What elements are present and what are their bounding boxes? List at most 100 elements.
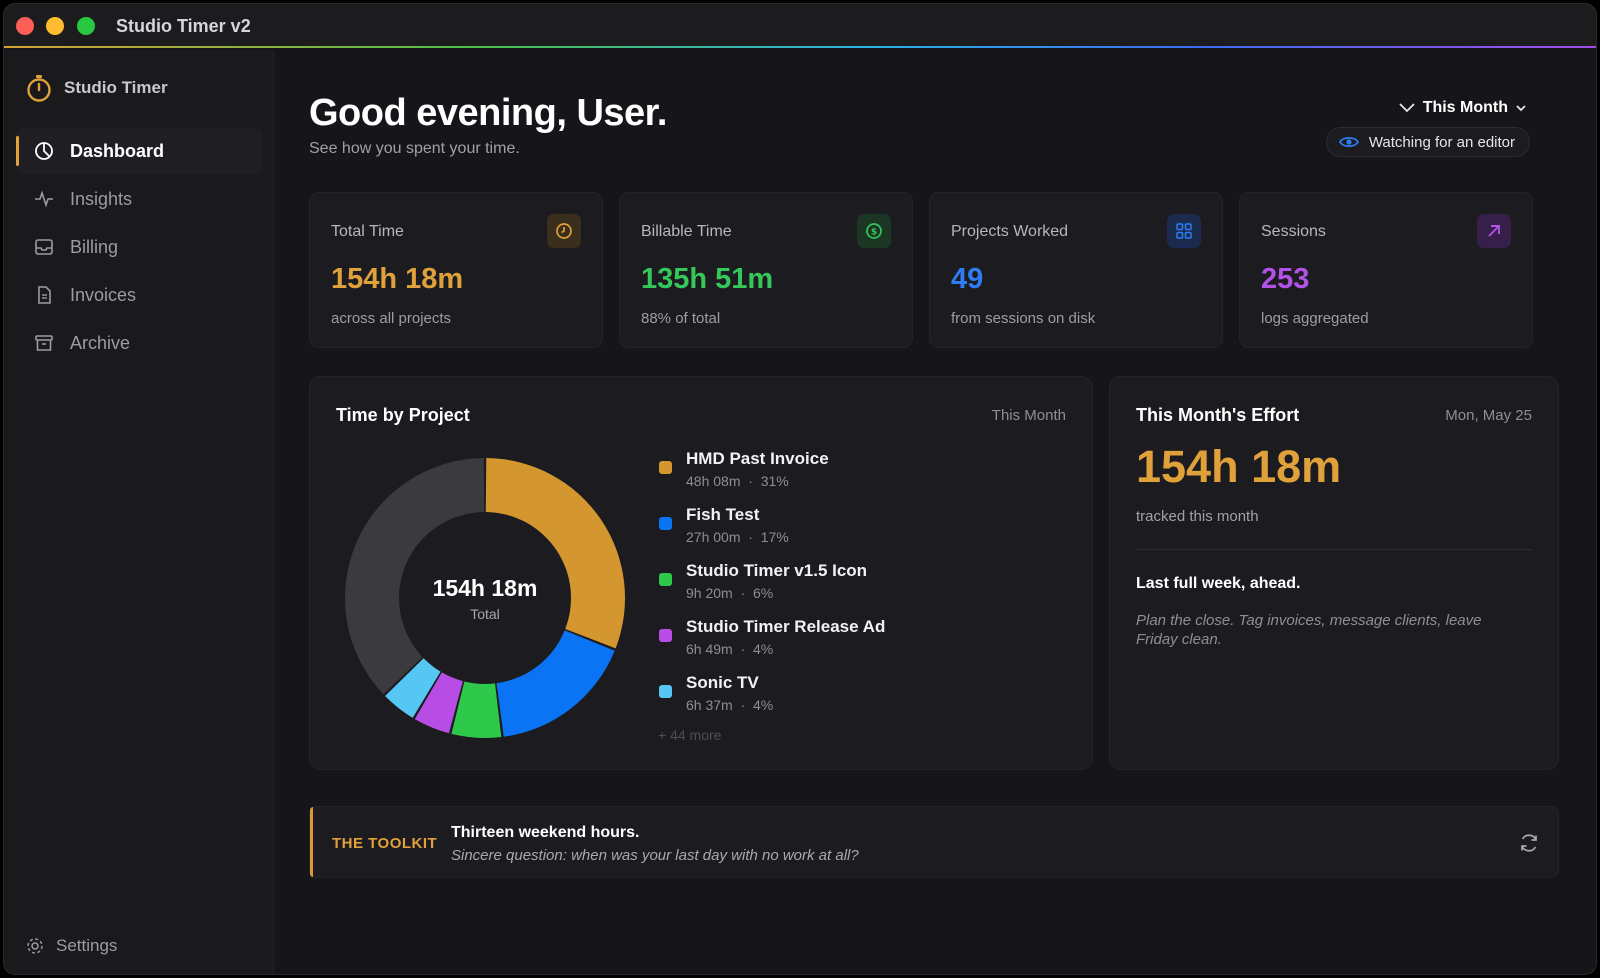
- donut-total-value: 154h 18m: [432, 574, 538, 601]
- donut-total-label: Total: [470, 605, 500, 622]
- legend-project-detail: 9h 20m · 6%: [686, 585, 774, 601]
- toolkit-text: Sincere question: when was your last day…: [451, 847, 859, 864]
- legend-project-detail: 27h 00m · 17%: [686, 529, 789, 545]
- panel-period: This Month: [991, 407, 1066, 424]
- donut-segment-other[interactable]: [345, 458, 485, 695]
- stat-card-sessions: Sessions 253 logs aggregated: [1239, 192, 1533, 348]
- settings-label: Settings: [56, 936, 118, 955]
- legend-swatch: [659, 461, 672, 474]
- legend-item[interactable]: Studio Timer Release Ad 6h 49m · 4%: [658, 615, 1058, 671]
- stat-label: Projects Worked: [951, 223, 1069, 240]
- sidebar-item-label: Insights: [70, 188, 133, 209]
- stopwatch-icon: [27, 75, 51, 102]
- legend-swatch: [659, 685, 672, 698]
- donut-segment-5[interactable]: [385, 658, 441, 718]
- stat-value: 135h 51m: [641, 263, 774, 295]
- legend-swatch: [659, 573, 672, 586]
- stat-caption: logs aggregated: [1261, 310, 1369, 327]
- time-by-project-panel: Time by Project This Month 154h 18m Tota…: [309, 376, 1093, 770]
- effort-caption: tracked this month: [1136, 508, 1259, 525]
- stat-caption: from sessions on disk: [951, 310, 1096, 327]
- activity-icon: [35, 190, 53, 208]
- stat-value: 253: [1261, 263, 1310, 295]
- sidebar-item-billing[interactable]: Billing: [16, 224, 262, 270]
- stat-caption: 88% of total: [641, 310, 721, 327]
- window-title: Studio Timer v2: [116, 16, 251, 36]
- legend-item[interactable]: Fish Test 27h 00m · 17%: [658, 503, 1058, 559]
- legend-item[interactable]: Studio Timer v1.5 Icon 9h 20m · 6%: [658, 559, 1058, 615]
- gear-icon: [27, 938, 43, 954]
- legend-project-name: Sonic TV: [686, 673, 759, 692]
- period-label: This Month: [1422, 99, 1508, 116]
- page-subtitle: See how you spent your time.: [309, 140, 520, 157]
- close-window-button[interactable]: [16, 17, 34, 35]
- divider: [1136, 549, 1532, 550]
- legend-item[interactable]: HMD Past Invoice 48h 08m · 31%: [658, 447, 1058, 503]
- legend-project-detail: 48h 08m · 31%: [686, 473, 789, 489]
- stat-label: Total Time: [331, 223, 404, 240]
- chevron-down-icon: [1399, 103, 1415, 113]
- sidebar-item-label: Dashboard: [70, 140, 165, 161]
- more-projects-link[interactable]: + 44 more: [658, 727, 722, 743]
- legend-swatch: [659, 629, 672, 642]
- period-selector[interactable]: This Month: [1399, 99, 1526, 117]
- sidebar-item-label: Billing: [70, 236, 119, 257]
- legend-item[interactable]: Sonic TV 6h 37m · 4%: [658, 671, 1058, 727]
- app-window: Studio Timer v2 Studio Timer Dashboard: [3, 3, 1597, 975]
- clock-icon: [547, 214, 581, 248]
- minimize-window-button[interactable]: [46, 17, 64, 35]
- sidebar-nav: Dashboard Insights Billing: [16, 128, 262, 368]
- main-content: Good evening, User. See how you spent yo…: [274, 50, 1596, 974]
- sidebar-item-invoices[interactable]: Invoices: [16, 272, 262, 318]
- effort-note: Plan the close. Tag invoices, message cl…: [1136, 612, 1482, 648]
- legend-project-name: Fish Test: [686, 505, 760, 524]
- donut-segment-4[interactable]: [414, 672, 463, 734]
- sidebar-item-label: Archive: [70, 332, 131, 353]
- stat-label: Sessions: [1261, 223, 1326, 240]
- panel-title: This Month's Effort: [1136, 405, 1300, 425]
- sidebar-item-insights[interactable]: Insights: [16, 176, 262, 222]
- stat-card-total-time: Total Time 154h 18m across all projects: [309, 192, 603, 348]
- toolkit-tag: THE TOOLKIT: [332, 835, 438, 852]
- sidebar: Studio Timer Dashboard Insights: [4, 50, 274, 974]
- donut-segment-2[interactable]: [496, 630, 615, 737]
- sidebar-item-dashboard[interactable]: Dashboard: [16, 128, 262, 174]
- monthly-effort-panel: This Month's Effort Mon, May 25 154h 18m…: [1109, 376, 1559, 770]
- donut-segment-3[interactable]: [451, 681, 502, 738]
- svg-text:$: $: [871, 228, 877, 238]
- inbox-icon: [35, 239, 53, 255]
- donut-segment-1[interactable]: [485, 458, 625, 649]
- legend-project-detail: 6h 49m · 4%: [686, 641, 774, 657]
- watching-status-badge[interactable]: Watching for an editor: [1325, 127, 1530, 157]
- chevron-down-icon: [1516, 104, 1526, 111]
- stat-card-projects-worked: Projects Worked 49 from sessions on disk: [929, 192, 1223, 348]
- refresh-icon: [1521, 834, 1537, 852]
- toolkit-title: Thirteen weekend hours.: [451, 824, 640, 841]
- donut-center: 154h 18m Total: [342, 455, 628, 741]
- toolkit-banner: THE TOOLKIT Thirteen weekend hours. Sinc…: [309, 806, 1559, 878]
- legend-swatch: [659, 517, 672, 530]
- brand-label: Studio Timer: [64, 78, 168, 97]
- effort-total: 154h 18m: [1136, 441, 1342, 492]
- project-legend: HMD Past Invoice 48h 08m · 31% Fish Test…: [658, 447, 1058, 727]
- sidebar-item-archive[interactable]: Archive: [16, 320, 262, 366]
- sidebar-item-label: Invoices: [70, 284, 137, 305]
- title-bar: Studio Timer v2: [4, 4, 1596, 48]
- panel-title: Time by Project: [336, 405, 470, 425]
- refresh-button[interactable]: [1518, 832, 1540, 859]
- settings-button[interactable]: Settings: [26, 936, 117, 956]
- eye-icon: [1338, 136, 1359, 148]
- grid-icon: [1167, 214, 1201, 248]
- legend-project-name: HMD Past Invoice: [686, 449, 829, 468]
- stat-card-billable-time: Billable Time $ 135h 51m 88% of total: [619, 192, 913, 348]
- stat-label: Billable Time: [641, 223, 732, 240]
- legend-project-name: Studio Timer Release Ad: [686, 617, 886, 636]
- document-icon: [38, 286, 51, 304]
- stat-caption: across all projects: [331, 310, 452, 327]
- dollar-icon: $: [857, 214, 891, 248]
- zoom-window-button[interactable]: [77, 17, 95, 35]
- effort-headline: Last full week, ahead.: [1136, 575, 1301, 592]
- legend-project-name: Studio Timer v1.5 Icon: [686, 561, 868, 580]
- stat-value: 154h 18m: [331, 263, 464, 295]
- watching-status-label: Watching for an editor: [1368, 133, 1515, 151]
